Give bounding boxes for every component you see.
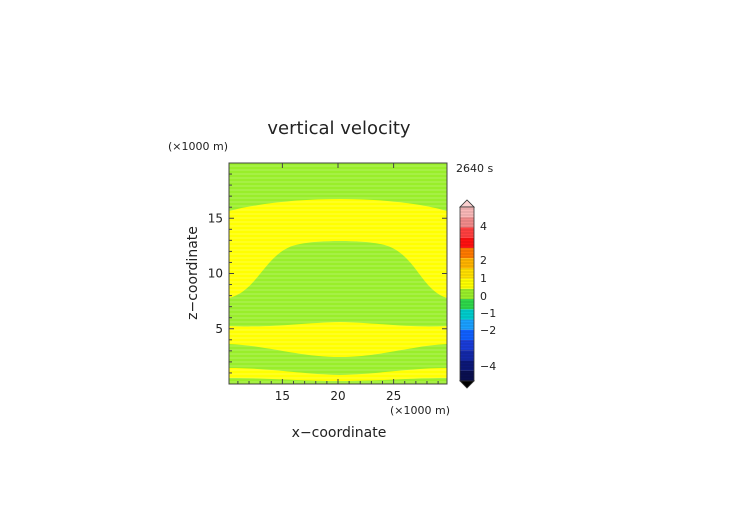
time-label: 2640 s bbox=[456, 162, 493, 175]
colorbar-bin bbox=[460, 309, 474, 320]
x-axis-label: x−coordinate bbox=[292, 425, 387, 441]
colorbar-label: 2 bbox=[480, 254, 487, 267]
x-tick-label: 20 bbox=[330, 389, 345, 403]
colorbar-label: −1 bbox=[480, 307, 496, 320]
colorbar-bin bbox=[460, 319, 474, 330]
colorbar-bin bbox=[460, 237, 474, 248]
plot-area bbox=[228, 162, 448, 385]
upper-positive-region bbox=[229, 199, 447, 298]
y-tick-label: 10 bbox=[208, 267, 223, 281]
row-lines bbox=[229, 165, 447, 383]
lower-positive-region bbox=[229, 368, 447, 381]
colorbar-label: 0 bbox=[480, 290, 487, 303]
y-axis-label: z−coordinate bbox=[185, 226, 201, 320]
colorbar-bin bbox=[460, 370, 474, 381]
colorbar-label: 4 bbox=[480, 220, 487, 233]
colorbar-bin bbox=[460, 247, 474, 259]
chart-title: vertical velocity bbox=[267, 118, 411, 139]
colorbar-bin bbox=[460, 278, 474, 289]
colorbar-bin bbox=[460, 268, 474, 279]
colorbar-bin bbox=[460, 288, 474, 300]
colorbar-label: 1 bbox=[480, 272, 487, 285]
colorbar-bin bbox=[460, 340, 474, 351]
colorbar-bin bbox=[460, 217, 474, 228]
middle-positive-region bbox=[229, 322, 447, 357]
x-ticks: 15 20 25 bbox=[237, 163, 439, 403]
y-tick-label: 15 bbox=[208, 211, 223, 225]
colorbar-label: −2 bbox=[480, 324, 496, 337]
colorbar-bin bbox=[460, 350, 474, 361]
x-tick-label: 25 bbox=[386, 389, 401, 403]
colorbar-bin bbox=[460, 329, 474, 341]
colorbar-upper-extend bbox=[459, 199, 475, 208]
colorbar-bin bbox=[460, 360, 474, 371]
colorbar-lower-extend bbox=[459, 380, 475, 389]
x-tick-label: 15 bbox=[275, 389, 290, 403]
y-ticks: 5 10 15 bbox=[208, 173, 447, 374]
colorbar-bin bbox=[460, 207, 474, 218]
colorbar: 4 2 1 0 −1 −2 −4 bbox=[459, 199, 496, 389]
colorbar-bin bbox=[460, 227, 474, 238]
colorbar-bin bbox=[460, 299, 474, 310]
y-unit-label: (×1000 m) bbox=[168, 140, 228, 153]
x-unit-label: (×1000 m) bbox=[390, 404, 450, 417]
y-tick-label: 5 bbox=[215, 322, 223, 336]
colorbar-bin bbox=[460, 258, 474, 269]
colorbar-label: −4 bbox=[480, 360, 496, 373]
